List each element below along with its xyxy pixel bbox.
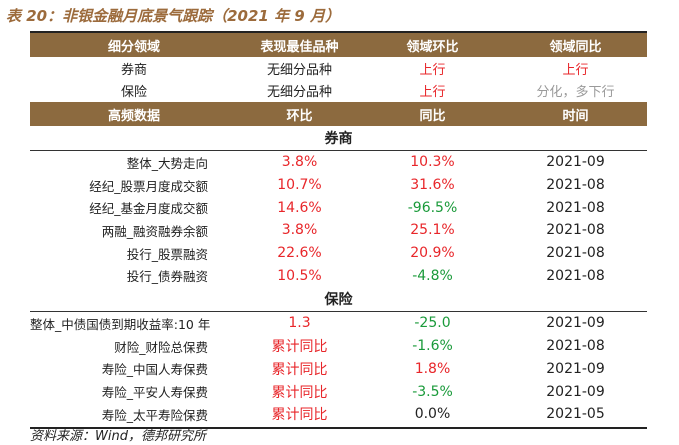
metric-label: 寿险_太平寿险保费: [101, 407, 208, 423]
header-cell: 高频数据: [30, 102, 238, 126]
metric-label: 寿险_中国人寿保费: [101, 362, 208, 378]
best-cell: 无细分品种: [266, 62, 332, 78]
mom-value: 3.8%: [281, 222, 318, 239]
time-value: 2021-08: [546, 267, 605, 284]
header-cell: 表现最佳品种: [238, 33, 361, 57]
table-caption: 表 20：非银金融月底景气跟踪（2021 年 9 月）: [6, 7, 340, 25]
time-value: 2021-05: [546, 406, 605, 423]
table-row: 财险_财险总保费 累计同比 -1.6% 2021-08: [30, 335, 647, 358]
metric-label: 投行_债券融资: [126, 269, 208, 285]
mom-value: 累计同比: [271, 384, 328, 401]
table-row: 经纪_基金月度成交额 14.6% -96.5% 2021-08: [30, 196, 647, 219]
time-value: 2021-08: [546, 338, 605, 355]
time-value: 2021-09: [546, 383, 605, 400]
section-title: 券商: [30, 126, 647, 151]
detail-body: 券商整体_大势走向 3.8% 10.3% 2021-09 经纪_股票月度成交额 10.7%…: [30, 126, 647, 426]
top-rule: [30, 31, 647, 33]
time-value: 2021-08: [546, 245, 605, 262]
section-row: 券商: [30, 126, 647, 151]
yoy-value: -4.8%: [412, 267, 453, 284]
best-cell: 无细分品种: [266, 85, 332, 101]
time-value: 2021-09: [546, 315, 605, 332]
yoy-value: 25.1%: [410, 222, 455, 239]
mom-value: 累计同比: [271, 339, 328, 356]
table-row: 经纪_股票月度成交额 10.7% 31.6% 2021-08: [30, 174, 647, 197]
summary-row: 保险 无细分品种 上行 分化，多下行: [30, 80, 647, 103]
metric-label: 经纪_股票月度成交额: [89, 178, 208, 194]
table-row: 投行_股票融资 22.6% 20.9% 2021-08: [30, 242, 647, 265]
yoy-value: -96.5%: [407, 199, 458, 216]
time-value: 2021-09: [546, 360, 605, 377]
header-cell: 领域同比: [504, 33, 647, 57]
header-cell: 同比: [361, 102, 504, 126]
metric-label: 财险_财险总保费: [114, 339, 208, 355]
mom-value: 14.6%: [277, 199, 322, 216]
domain-cell: 券商: [120, 62, 147, 78]
yoy-value: 1.8%: [414, 360, 451, 377]
header-cell: 环比: [238, 102, 361, 126]
header-cell: 时间: [504, 102, 647, 126]
metric-label: 经纪_基金月度成交额: [89, 201, 208, 217]
mom-value: 10.5%: [277, 267, 322, 284]
header-cell: 领域环比: [361, 33, 504, 57]
summary-row: 券商 无细分品种 上行 上行: [30, 57, 647, 80]
yoy-value: 10.3%: [410, 154, 455, 171]
table-row: 寿险_中国人寿保费 累计同比 1.8% 2021-09: [30, 358, 647, 381]
summary-header-row: 细分领域 表现最佳品种 领域环比 领域同比: [30, 33, 647, 57]
yoy-value: 0.0%: [414, 406, 451, 423]
yoy-value: 20.9%: [410, 245, 455, 262]
detail-header-row: 高频数据 环比 同比 时间: [30, 102, 647, 126]
prosperity-table: 细分领域 表现最佳品种 领域环比 领域同比 券商 无细分品种 上行 上行 保险 …: [30, 33, 647, 426]
table-row: 寿险_太平寿险保费 累计同比 0.0% 2021-05: [30, 403, 647, 426]
table-row: 寿险_平安人寿保费 累计同比 -3.5% 2021-09: [30, 380, 647, 403]
time-value: 2021-08: [546, 222, 605, 239]
yoy-cell: 分化，多下行: [536, 85, 615, 101]
metric-label: 整体_中债国债到期收益率:10 年: [30, 316, 211, 332]
header-cell: 细分领域: [30, 33, 238, 57]
domain-cell: 保险: [120, 85, 147, 101]
metric-label: 两融_融资融券余额: [101, 223, 208, 239]
metric-label: 整体_大势走向: [126, 155, 208, 171]
table-row: 投行_债券融资 10.5% -4.8% 2021-08: [30, 264, 647, 287]
time-value: 2021-09: [546, 154, 605, 171]
yoy-value: -1.6%: [412, 338, 453, 355]
mom-value: 累计同比: [271, 407, 328, 424]
time-value: 2021-08: [546, 177, 605, 194]
bottom-rule: [30, 427, 647, 429]
table-row: 整体_中债国债到期收益率:10 年 1.3 -25.0 2021-09: [30, 312, 647, 335]
mom-value: 累计同比: [271, 361, 328, 378]
mom-value: 22.6%: [277, 245, 322, 262]
section-title: 保险: [30, 287, 647, 313]
section-row: 保险: [30, 287, 647, 313]
yoy-value: -25.0: [414, 315, 451, 332]
mom-value: 10.7%: [277, 177, 322, 194]
metric-label: 寿险_平安人寿保费: [101, 385, 208, 401]
table-row: 整体_大势走向 3.8% 10.3% 2021-09: [30, 151, 647, 174]
time-value: 2021-08: [546, 199, 605, 216]
mom-value: 3.8%: [281, 154, 318, 171]
yoy-value: 31.6%: [410, 177, 455, 194]
mom-cell: 上行: [419, 85, 446, 101]
mom-cell: 上行: [419, 62, 446, 78]
metric-label: 投行_股票融资: [126, 246, 208, 262]
source-note: 资料来源：Wind，德邦研究所: [30, 429, 206, 444]
yoy-cell: 上行: [562, 62, 589, 78]
mom-value: 1.3: [288, 315, 311, 332]
table-row: 两融_融资融券余额 3.8% 25.1% 2021-08: [30, 219, 647, 242]
yoy-value: -3.5%: [412, 383, 453, 400]
